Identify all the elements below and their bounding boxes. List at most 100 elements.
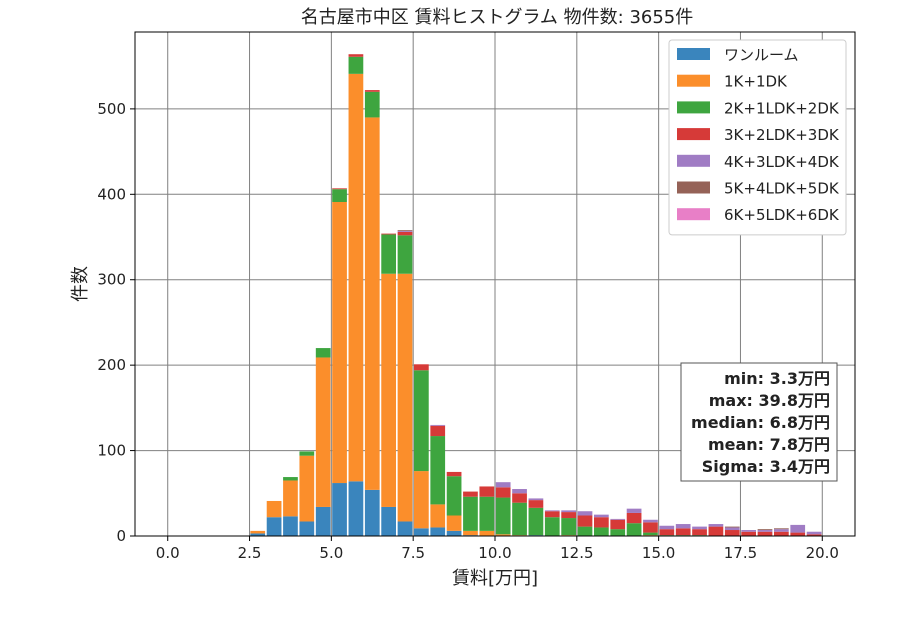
bar-segment [250, 530, 266, 534]
y-tick-label: 400 [97, 185, 126, 203]
x-tick-label: 20.0 [806, 544, 839, 562]
bar-segment [692, 526, 707, 530]
bar-segment [397, 231, 413, 236]
legend-swatch [677, 154, 710, 167]
chart-title: 名古屋市中区 賃料ヒストグラム 物件数: 3655件 [301, 7, 694, 28]
bar-segment [266, 517, 282, 536]
y-tick-label: 300 [97, 271, 126, 289]
bar-segment [430, 425, 446, 437]
bar-segment [594, 527, 609, 536]
y-tick-label: 0 [116, 527, 126, 545]
legend-frame [668, 39, 847, 236]
legend-label: 5K+4LDK+5DK [724, 180, 840, 198]
bar-segment [463, 530, 478, 536]
bar-segment [463, 496, 478, 531]
bar-segment [381, 273, 396, 507]
bar-segment [561, 510, 576, 513]
bar-segment [774, 528, 789, 530]
stats-frame [680, 362, 838, 482]
bar-segment [724, 526, 740, 528]
bar-segment [299, 455, 315, 522]
x-tick-label: 12.5 [560, 544, 593, 562]
bar-segment [544, 511, 560, 518]
stats-box: min: 3.3万円 max: 39.8万円 median: 6.8万円 mean: … [680, 362, 838, 482]
bar-segment [283, 477, 298, 481]
bar-segment [315, 348, 331, 358]
legend-swatch [677, 128, 710, 141]
bar-segment [397, 230, 413, 232]
bar-segment [348, 56, 364, 74]
bar-segment [741, 531, 756, 536]
bar-segment [544, 517, 560, 536]
bar-segment [790, 524, 806, 533]
bar-segment [544, 510, 560, 512]
bar-segment [692, 529, 707, 536]
bar-segment [495, 534, 511, 536]
bar-segment [397, 521, 413, 536]
bar-segment [479, 496, 495, 531]
legend-swatch [677, 74, 710, 87]
bar-segment [430, 527, 446, 536]
bar-segment [364, 91, 380, 118]
legend-label: 3K+2LDK+3DK [724, 126, 840, 144]
bar-segment [332, 483, 347, 536]
x-tick-label: 7.5 [401, 544, 425, 562]
bar-segment [414, 370, 429, 472]
bar-segment [659, 529, 675, 536]
bar-segment [430, 504, 446, 528]
bar-segment [708, 526, 724, 536]
bars [250, 54, 822, 536]
bar-segment [512, 489, 527, 494]
bar-segment [332, 189, 347, 202]
bar-segment [724, 527, 740, 531]
bar-segment [594, 514, 609, 518]
bar-segment [626, 512, 642, 524]
bar-segment [283, 480, 298, 517]
bar-segment [266, 500, 282, 518]
bar-segment [774, 529, 789, 532]
bar-segment [463, 491, 478, 497]
bar-segment [577, 515, 593, 527]
bar-segment [528, 500, 544, 508]
bar-segment [774, 531, 789, 536]
bar-segment [348, 481, 364, 536]
legend-label: 6K+5LDK+6DK [724, 206, 840, 224]
bar-segment [708, 524, 724, 527]
bar-segment [495, 497, 511, 535]
bar-segment [528, 498, 544, 501]
bar-segment [643, 522, 658, 533]
bar-segment [250, 533, 266, 536]
stats-line: median: 6.8万円 [691, 413, 830, 432]
y-tick-label: 100 [97, 442, 126, 460]
legend-label: ワンルーム [724, 46, 799, 64]
bar-segment [643, 519, 658, 523]
x-tick-label: 2.5 [238, 544, 262, 562]
stats-line: max: 39.8万円 [709, 391, 830, 410]
x-tick-label: 0.0 [156, 544, 180, 562]
legend-swatch [677, 101, 710, 114]
bar-segment [659, 525, 675, 530]
legend-swatch [677, 181, 710, 194]
bar-segment [364, 90, 380, 92]
bar-segment [446, 476, 462, 516]
bar-segment [446, 515, 462, 531]
bar-segment [757, 529, 773, 531]
bar-segment [512, 502, 527, 536]
bar-segment [315, 506, 331, 536]
legend-label: 2K+1LDK+2DK [724, 99, 840, 117]
bar-segment [397, 273, 413, 522]
bar-segment [479, 530, 495, 536]
bar-segment [381, 234, 396, 274]
bar-segment [675, 524, 691, 529]
bar-segment [381, 506, 396, 536]
bar-segment [299, 451, 315, 456]
bar-segment [397, 231, 413, 232]
bar-segment [430, 436, 446, 505]
bar-segment [806, 531, 822, 535]
bar-segment [414, 528, 429, 536]
bar-segment [364, 489, 380, 536]
x-tick-label: 5.0 [319, 544, 343, 562]
bar-segment [414, 364, 429, 371]
